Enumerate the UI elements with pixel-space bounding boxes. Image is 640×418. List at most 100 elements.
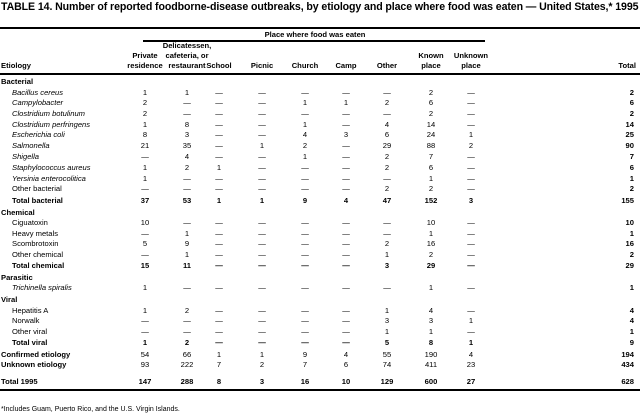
table-cell: — <box>215 239 223 248</box>
table-cell: — <box>301 316 309 325</box>
table-cell: 1 <box>259 350 265 359</box>
table-cell: 1 <box>184 229 190 238</box>
table-cell: 47 <box>382 196 392 205</box>
row-label: Confirmed etiology <box>1 350 71 359</box>
table-cell: — <box>215 338 223 347</box>
table-cell: 3 <box>468 196 474 205</box>
table-cell: — <box>258 120 266 129</box>
table-cell: — <box>467 261 475 270</box>
table-cell: — <box>342 250 350 259</box>
row-label: Viral <box>1 295 18 304</box>
table-cell: 88 <box>426 141 436 150</box>
table-cell: — <box>301 338 309 347</box>
table-cell: 6 <box>384 130 390 139</box>
table-cell: — <box>183 316 191 325</box>
bottom-rule <box>0 389 640 391</box>
table-cell: 21 <box>140 141 150 150</box>
place-group-header: Place where food was eaten <box>264 30 366 39</box>
table-cell: — <box>215 130 223 139</box>
table-cell: 2 <box>384 98 390 107</box>
header-rule <box>0 73 640 75</box>
table-cell: 147 <box>138 377 152 386</box>
table-cell: 1 <box>428 283 434 292</box>
table-cell: — <box>183 327 191 336</box>
table-cell: 1 <box>384 306 390 315</box>
table-cell: 3 <box>343 130 349 139</box>
table-cell: 9 <box>184 239 190 248</box>
table-cell: 8 <box>142 130 148 139</box>
table-cell: — <box>467 109 475 118</box>
top-rule <box>0 27 640 29</box>
table-cell: 7 <box>216 360 222 369</box>
table-cell: 29 <box>426 261 436 270</box>
row-label: Staphylococcus aureus <box>12 163 91 172</box>
table-cell: — <box>342 184 350 193</box>
table-cell: — <box>258 239 266 248</box>
table-cell: — <box>183 184 191 193</box>
row-label: Bacillus cereus <box>12 88 64 97</box>
table-cell: 2 <box>428 109 434 118</box>
table-cell: 9 <box>302 350 308 359</box>
row-label: Trichinella spiralis <box>12 283 72 292</box>
table-cell: — <box>215 327 223 336</box>
table-cell: — <box>342 174 350 183</box>
table-cell: — <box>258 306 266 315</box>
table-cell: 4 <box>184 152 190 161</box>
table-cell: — <box>301 184 309 193</box>
table-cell: — <box>342 152 350 161</box>
table-cell: 1 <box>216 350 222 359</box>
table-cell: — <box>258 229 266 238</box>
table-cell: 1 <box>428 229 434 238</box>
etiology-header: Etiology <box>1 61 31 70</box>
table-cell: — <box>258 98 266 107</box>
table-cell: 29 <box>382 141 392 150</box>
table-cell: — <box>467 218 475 227</box>
footnote: *Includes Guam, Puerto Rico, and the U.S… <box>1 406 180 413</box>
table-cell: — <box>141 152 149 161</box>
table-cell: 2 <box>629 250 634 259</box>
table-cell: — <box>342 327 350 336</box>
table-cell: 2 <box>259 360 265 369</box>
row-label: Total 1995 <box>1 377 38 386</box>
row-label: Bacterial <box>1 77 34 86</box>
row-label: Campylobacter <box>12 98 64 107</box>
table-cell: — <box>215 316 223 325</box>
column-header: Church <box>291 61 319 70</box>
table-cell: 93 <box>140 360 150 369</box>
table-cell: 1 <box>629 174 634 183</box>
table-cell: 54 <box>140 350 150 359</box>
table-cell: 8 <box>216 377 222 386</box>
table-cell: 1 <box>629 327 634 336</box>
column-header: Picnic <box>250 61 274 70</box>
row-label: Ciguatoxin <box>12 218 48 227</box>
row-label: Total viral <box>12 338 48 347</box>
table-cell: 6 <box>343 360 349 369</box>
table-cell: 2 <box>428 184 434 193</box>
table-cell: 2 <box>384 184 390 193</box>
table-cell: — <box>215 88 223 97</box>
table-cell: 1 <box>259 196 265 205</box>
row-label: Other viral <box>12 327 48 336</box>
table-cell: — <box>215 120 223 129</box>
table-cell: — <box>258 261 266 270</box>
table-cell: — <box>215 98 223 107</box>
table-cell: 1 <box>384 327 390 336</box>
table-cell: 3 <box>428 316 434 325</box>
column-header: residence <box>127 61 163 70</box>
table-cell: 288 <box>180 377 194 386</box>
table-cell: 6 <box>629 98 634 107</box>
row-label: Yersinia enterocolitica <box>12 174 86 183</box>
table-cell: — <box>342 239 350 248</box>
table-cell: — <box>301 229 309 238</box>
table-cell: 11 <box>182 261 192 270</box>
table-cell: 411 <box>424 360 438 369</box>
table-cell: 1 <box>259 141 265 150</box>
table-cell: — <box>215 250 223 259</box>
column-header: Camp <box>335 61 357 70</box>
table-cell: 14 <box>625 120 634 129</box>
table-cell: 5 <box>384 338 390 347</box>
table-cell: — <box>301 306 309 315</box>
table-cell: — <box>467 98 475 107</box>
column-header: Other <box>376 61 398 70</box>
table-cell: 2 <box>142 98 148 107</box>
